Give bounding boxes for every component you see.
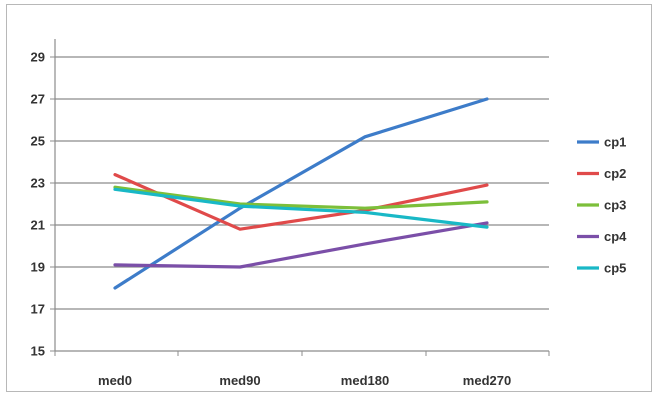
axes [50, 39, 550, 356]
series-line-cp5 [113, 187, 489, 229]
legend-label-cp1: cp1 [604, 135, 626, 150]
x-tick-label-med90: med90 [219, 373, 260, 388]
y-tick-label: 23 [31, 176, 45, 191]
series-line-cp1 [113, 97, 489, 290]
legend-label-cp2: cp2 [604, 166, 626, 181]
series-line-cp3 [113, 185, 489, 210]
y-axis-tick-labels: 15 17 19 21 23 25 27 29 [31, 50, 45, 359]
x-tick-label-med0: med0 [98, 373, 132, 388]
y-tick-label: 19 [31, 260, 45, 275]
chart-frame [6, 4, 652, 392]
y-tick-label: 15 [31, 344, 45, 359]
y-tick-label: 17 [31, 302, 45, 317]
gridlines [55, 56, 549, 310]
legend-label-cp4: cp4 [604, 229, 627, 244]
legend-label-cp5: cp5 [604, 261, 626, 276]
series-lines [113, 97, 489, 290]
legend: cp1 cp2 cp3 cp4 cp5 [577, 135, 627, 276]
legend-label-cp3: cp3 [604, 198, 626, 213]
x-tick-label-med180: med180 [341, 373, 389, 388]
y-tick-label: 29 [31, 50, 45, 65]
x-axis-tick-labels: med0 med90 med180 med270 [98, 373, 511, 388]
y-tick-label: 21 [31, 218, 45, 233]
series-line-cp2 [113, 173, 489, 231]
y-tick-label: 27 [31, 92, 45, 107]
series-line-cp4 [113, 221, 489, 269]
y-tick-label: 25 [31, 134, 45, 149]
x-tick-label-med270: med270 [463, 373, 511, 388]
